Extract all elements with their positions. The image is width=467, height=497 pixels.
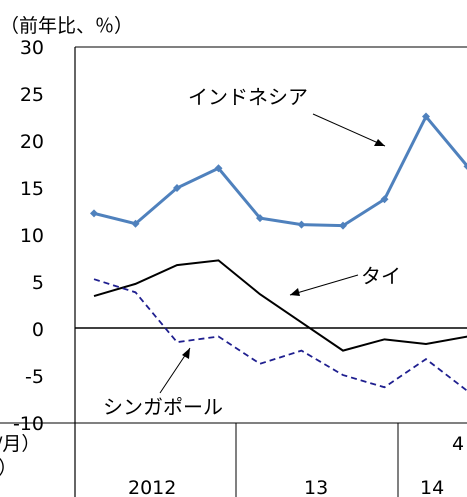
y-tick-label: 10: [20, 225, 44, 247]
y-tick-label: 5: [32, 272, 44, 294]
label-singapore: シンガポール: [103, 395, 223, 419]
arrowhead-singapore: [182, 348, 190, 359]
y-tick-label: 30: [20, 37, 44, 59]
y-tick-label: 20: [20, 131, 44, 153]
y-tick-label: 25: [20, 84, 44, 106]
label-thai: タイ: [361, 264, 401, 288]
series-point-0: [380, 195, 389, 204]
series-point-0: [256, 214, 264, 223]
series-point-0: [214, 164, 223, 173]
series-point-0: [90, 209, 98, 218]
x-year-13: 13: [304, 477, 328, 497]
arrow-thai: [289, 274, 359, 296]
arrowhead-indonesia: [374, 139, 385, 146]
y-unit-label: （前年比、％）: [0, 15, 133, 37]
x-row2-label: ）: [0, 457, 17, 479]
x-axis-table: /月） 4 ） 2012 13 14: [0, 422, 464, 497]
y-tick-label: 0: [32, 319, 44, 341]
series-point-0: [131, 219, 140, 228]
plot-area: [74, 46, 467, 497]
arrow-indonesia: [312, 113, 386, 147]
x-row1-value: 4: [452, 433, 464, 455]
x-row1-label: /月）: [0, 433, 40, 455]
label-indonesia: インドネシア: [188, 85, 308, 109]
series-point-0: [422, 112, 430, 121]
arrowhead-thai: [290, 288, 300, 296]
series-point-0: [339, 221, 347, 230]
series-point-0: [463, 162, 467, 170]
series-line-2: [93, 278, 467, 392]
series-point-0: [173, 184, 181, 192]
y-tick-label: 15: [20, 178, 44, 200]
series-layer: [90, 112, 467, 392]
series-line-1: [93, 259, 467, 352]
y-tick-labels: 30 25 20 15 10 5 0 -5 -10: [13, 37, 44, 435]
series-point-0: [297, 220, 306, 229]
series-line-0: [93, 113, 467, 228]
x-year-2012: 2012: [128, 477, 176, 497]
y-tick-label: -5: [25, 366, 44, 388]
y-tick-label: -10: [13, 413, 44, 435]
x-year-14: 14: [420, 477, 444, 497]
annotations: インドネシア タイ シンガポール: [103, 85, 401, 419]
